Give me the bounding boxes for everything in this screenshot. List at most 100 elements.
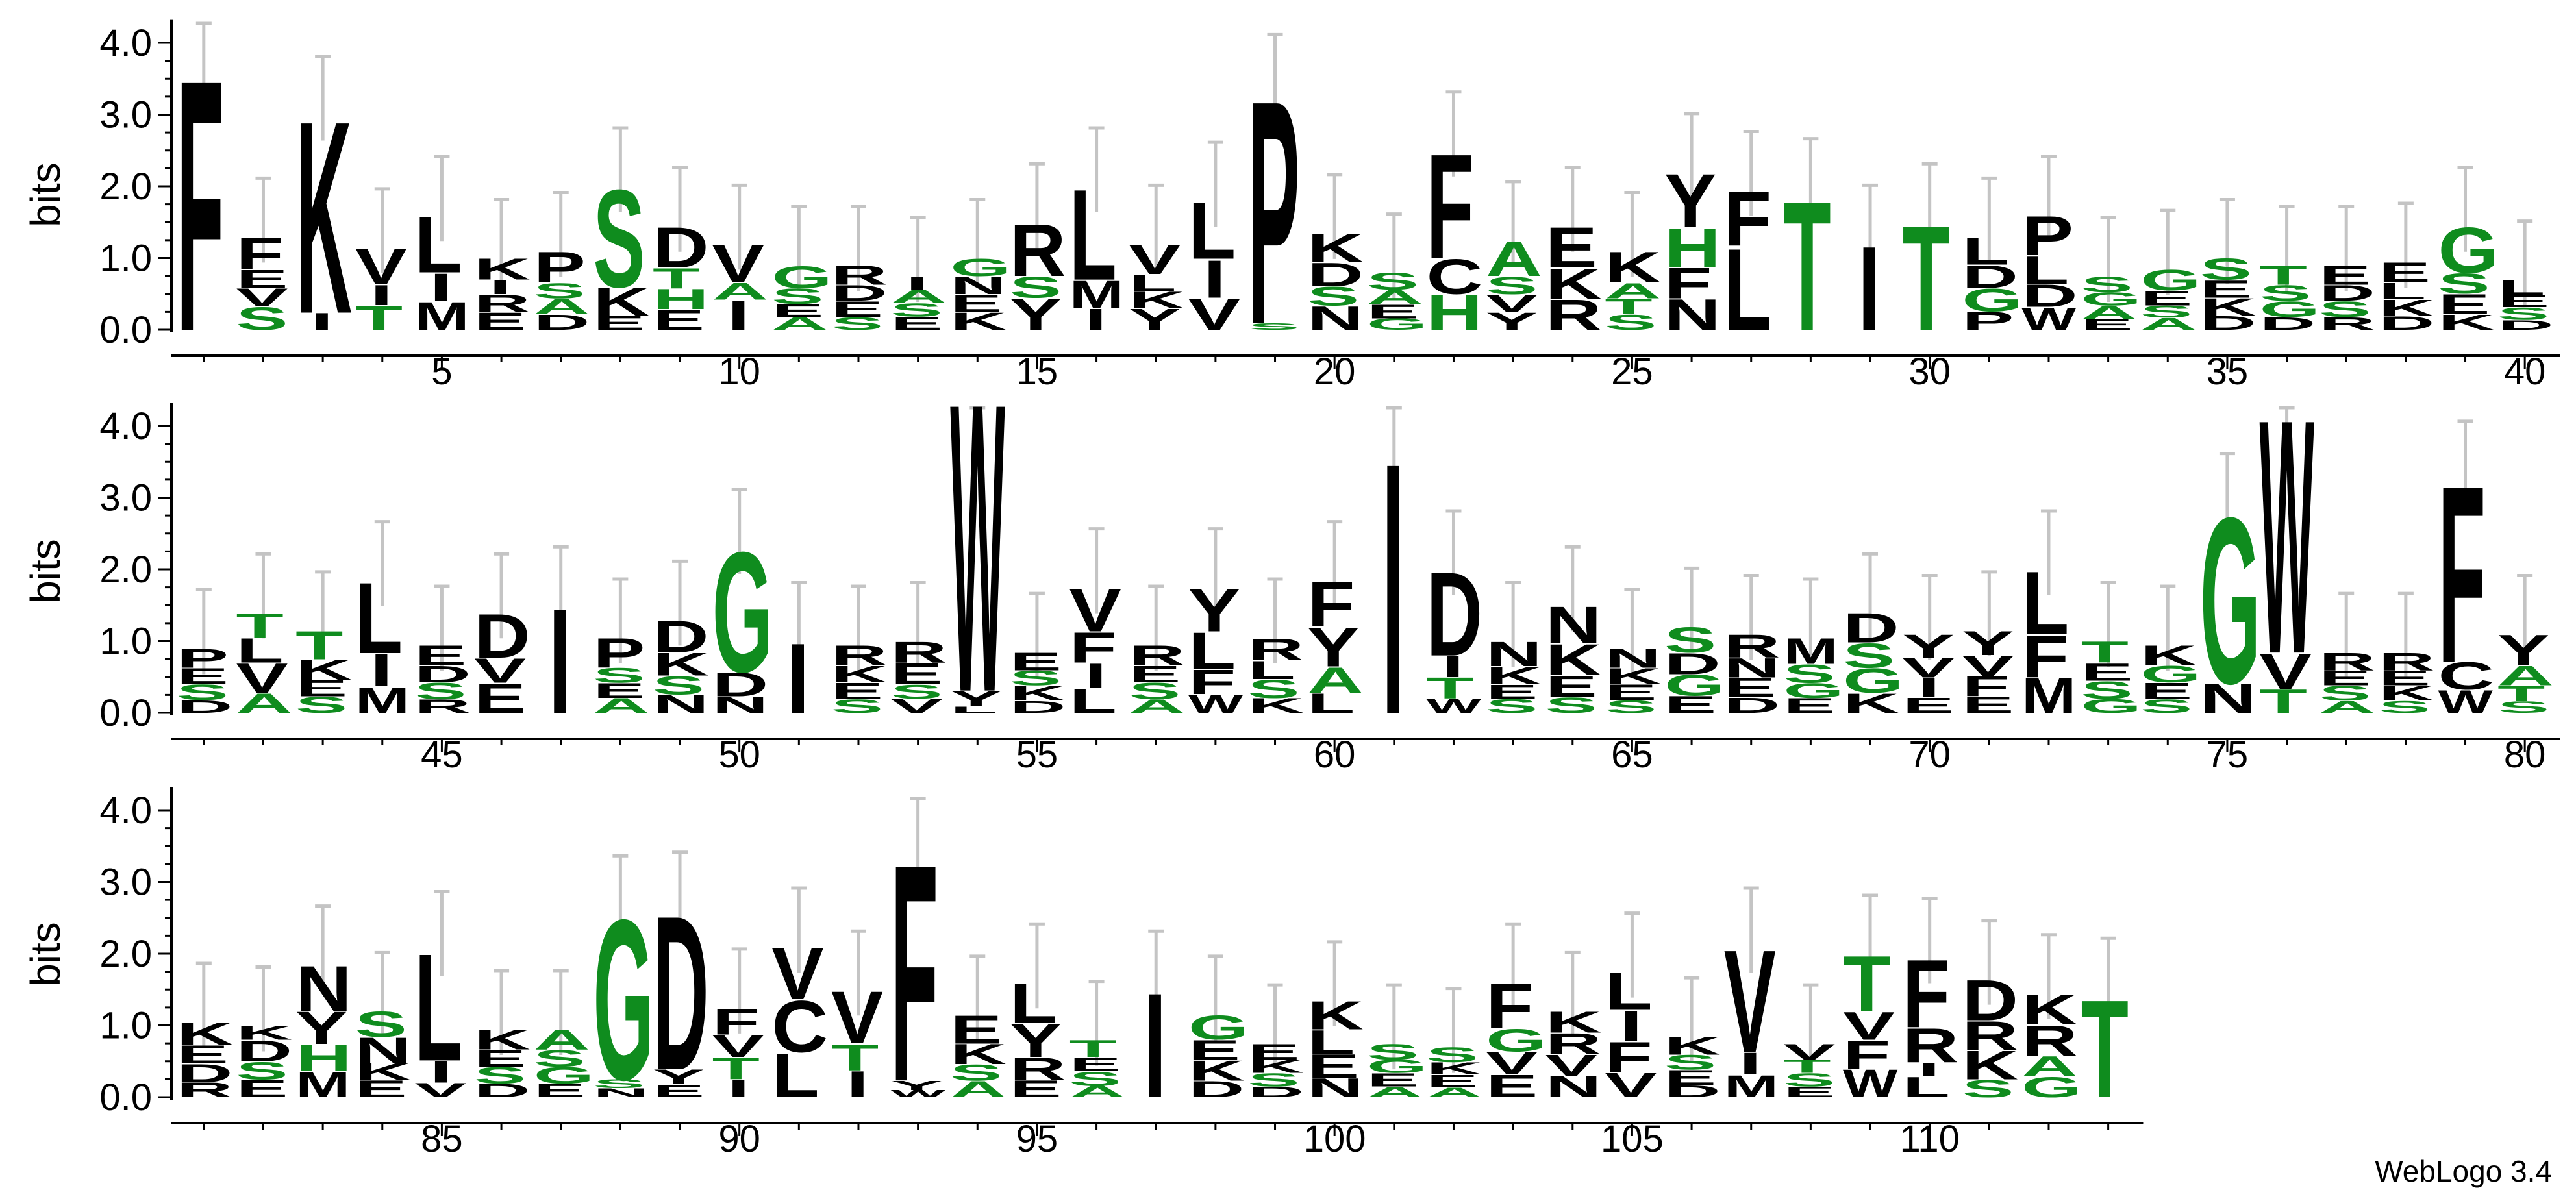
logo-letter-A: A: [712, 278, 769, 304]
logo-letter-K: K: [2438, 310, 2495, 335]
logo-letter-K: K: [2379, 682, 2435, 706]
logo-letter-E: E: [1783, 1084, 1835, 1100]
x-tick-label: 75: [2207, 734, 2249, 776]
logo-letter-S: S: [2081, 272, 2133, 297]
logo-letter-G: G: [593, 872, 653, 1128]
logo-letter-N: N: [653, 689, 709, 719]
footer-label: WebLogo 3.4: [2375, 1154, 2552, 1188]
logo-letter-M: M: [1724, 1069, 1779, 1104]
logo-letter-E: E: [1010, 647, 1062, 676]
logo-letter-D: D: [2497, 317, 2554, 333]
logo-letter-K: K: [1307, 226, 1364, 271]
logo-letter-D: D: [712, 665, 769, 704]
logo-stack-3: IK: [295, 55, 352, 371]
logo-letter-K: K: [474, 253, 531, 286]
logo-letter-T: T: [1426, 672, 1473, 705]
logo-stack-50: NDG: [712, 488, 773, 718]
logo-letter-S: S: [1069, 1068, 1121, 1090]
logo-letter-G: G: [1486, 1023, 1546, 1058]
logo-letter-V: V: [1962, 650, 2014, 682]
logo-letter-Y: Y: [1307, 617, 1359, 678]
logo-letter-R: R: [891, 636, 947, 669]
logo-letter-V: V: [1545, 1049, 1597, 1082]
logo-letter-R: R: [1962, 1013, 2018, 1059]
logo-letter-E: E: [593, 678, 645, 702]
logo-letter-E: E: [2200, 275, 2252, 303]
logo-letter-E: E: [2081, 316, 2133, 333]
logo-letter-N: N: [2200, 675, 2257, 722]
logo-letter-I: I: [430, 1055, 453, 1089]
logo-letter-S: S: [1783, 1070, 1835, 1091]
logo-letter-E: E: [474, 1045, 526, 1072]
logo-letter-L: L: [1903, 1071, 1950, 1104]
logo-letter-W: W: [1843, 1062, 1898, 1106]
logo-letter-G: G: [1367, 316, 1427, 333]
logo-letter-A: A: [2497, 661, 2554, 691]
logo-letter-L: L: [1129, 269, 1176, 296]
logo-letter-L: L: [1010, 973, 1057, 1035]
logo-letter-S: S: [1486, 271, 1538, 299]
logo-letter-I: I: [846, 1063, 869, 1106]
logo-letter-V: V: [236, 283, 288, 312]
logo-letter-M: M: [355, 680, 410, 721]
x-tick-label: 55: [1016, 734, 1058, 776]
y-tick-label: 2.0: [99, 549, 152, 591]
logo-stack-10: IAV: [712, 183, 769, 339]
logo-letter-F: F: [2021, 623, 2069, 689]
logo-letter-R: R: [1010, 208, 1066, 291]
logo-letter-P: P: [1962, 306, 2014, 336]
logo-letter-F: F: [1426, 123, 1473, 290]
logo-letter-F: F: [1843, 1033, 1890, 1077]
x-tick-label: 105: [1601, 1118, 1664, 1160]
logo-letter-T: T: [2497, 681, 2545, 706]
logo-letter-K: K: [1843, 688, 1899, 719]
logo-letter-D: D: [1188, 1076, 1245, 1102]
logo-letter-K: K: [1307, 993, 1364, 1038]
logo-letter-N: N: [950, 271, 1007, 299]
logo-letter-T: T: [1783, 164, 1831, 370]
logo-letter-K: K: [1545, 1006, 1602, 1039]
logo-letter-S: S: [414, 678, 466, 704]
logo-letter-R: R: [177, 1078, 233, 1102]
logo-stack-113: T: [2081, 936, 2129, 1127]
x-tick-label: 100: [1303, 1118, 1366, 1160]
logo-letter-D: D: [1843, 605, 1899, 652]
logo-stack-16: IML: [1069, 126, 1124, 336]
logo-letter-E: E: [1664, 1066, 1716, 1090]
logo-letter-K: K: [1545, 634, 1602, 685]
x-tick-label: 30: [1908, 351, 1951, 393]
logo-letter-K: K: [1426, 1059, 1482, 1078]
logo-letter-W: W: [2021, 301, 2076, 336]
logo-letter-E: E: [1545, 670, 1597, 703]
logo-letter-V: V: [2260, 644, 2312, 700]
logo-letter-K: K: [2379, 295, 2435, 321]
logo-letter-D: D: [1010, 698, 1066, 717]
logo-stack-89: EYD: [653, 850, 709, 1116]
logo-letter-D: D: [1664, 647, 1721, 680]
logo-letter-F: F: [891, 799, 938, 1147]
logo-letter-V: V: [474, 651, 526, 690]
logo-letter-S: S: [2497, 698, 2549, 716]
logo-letter-I: I: [370, 280, 393, 312]
logo-letter-Y: Y: [295, 1002, 347, 1054]
y-tick-label: 4.0: [99, 789, 152, 832]
logo-letter-D: D: [2021, 279, 2078, 314]
logo-stack-75: NG: [2200, 452, 2260, 734]
logo-letter-T: T: [2081, 971, 2129, 1127]
logo-letter-E: E: [1069, 1054, 1121, 1076]
logo-letter-I: I: [310, 308, 333, 335]
logo-letter-T: T: [2260, 260, 2307, 290]
logo-letter-E: E: [1783, 694, 1835, 717]
logo-letter-K: K: [1010, 682, 1066, 706]
